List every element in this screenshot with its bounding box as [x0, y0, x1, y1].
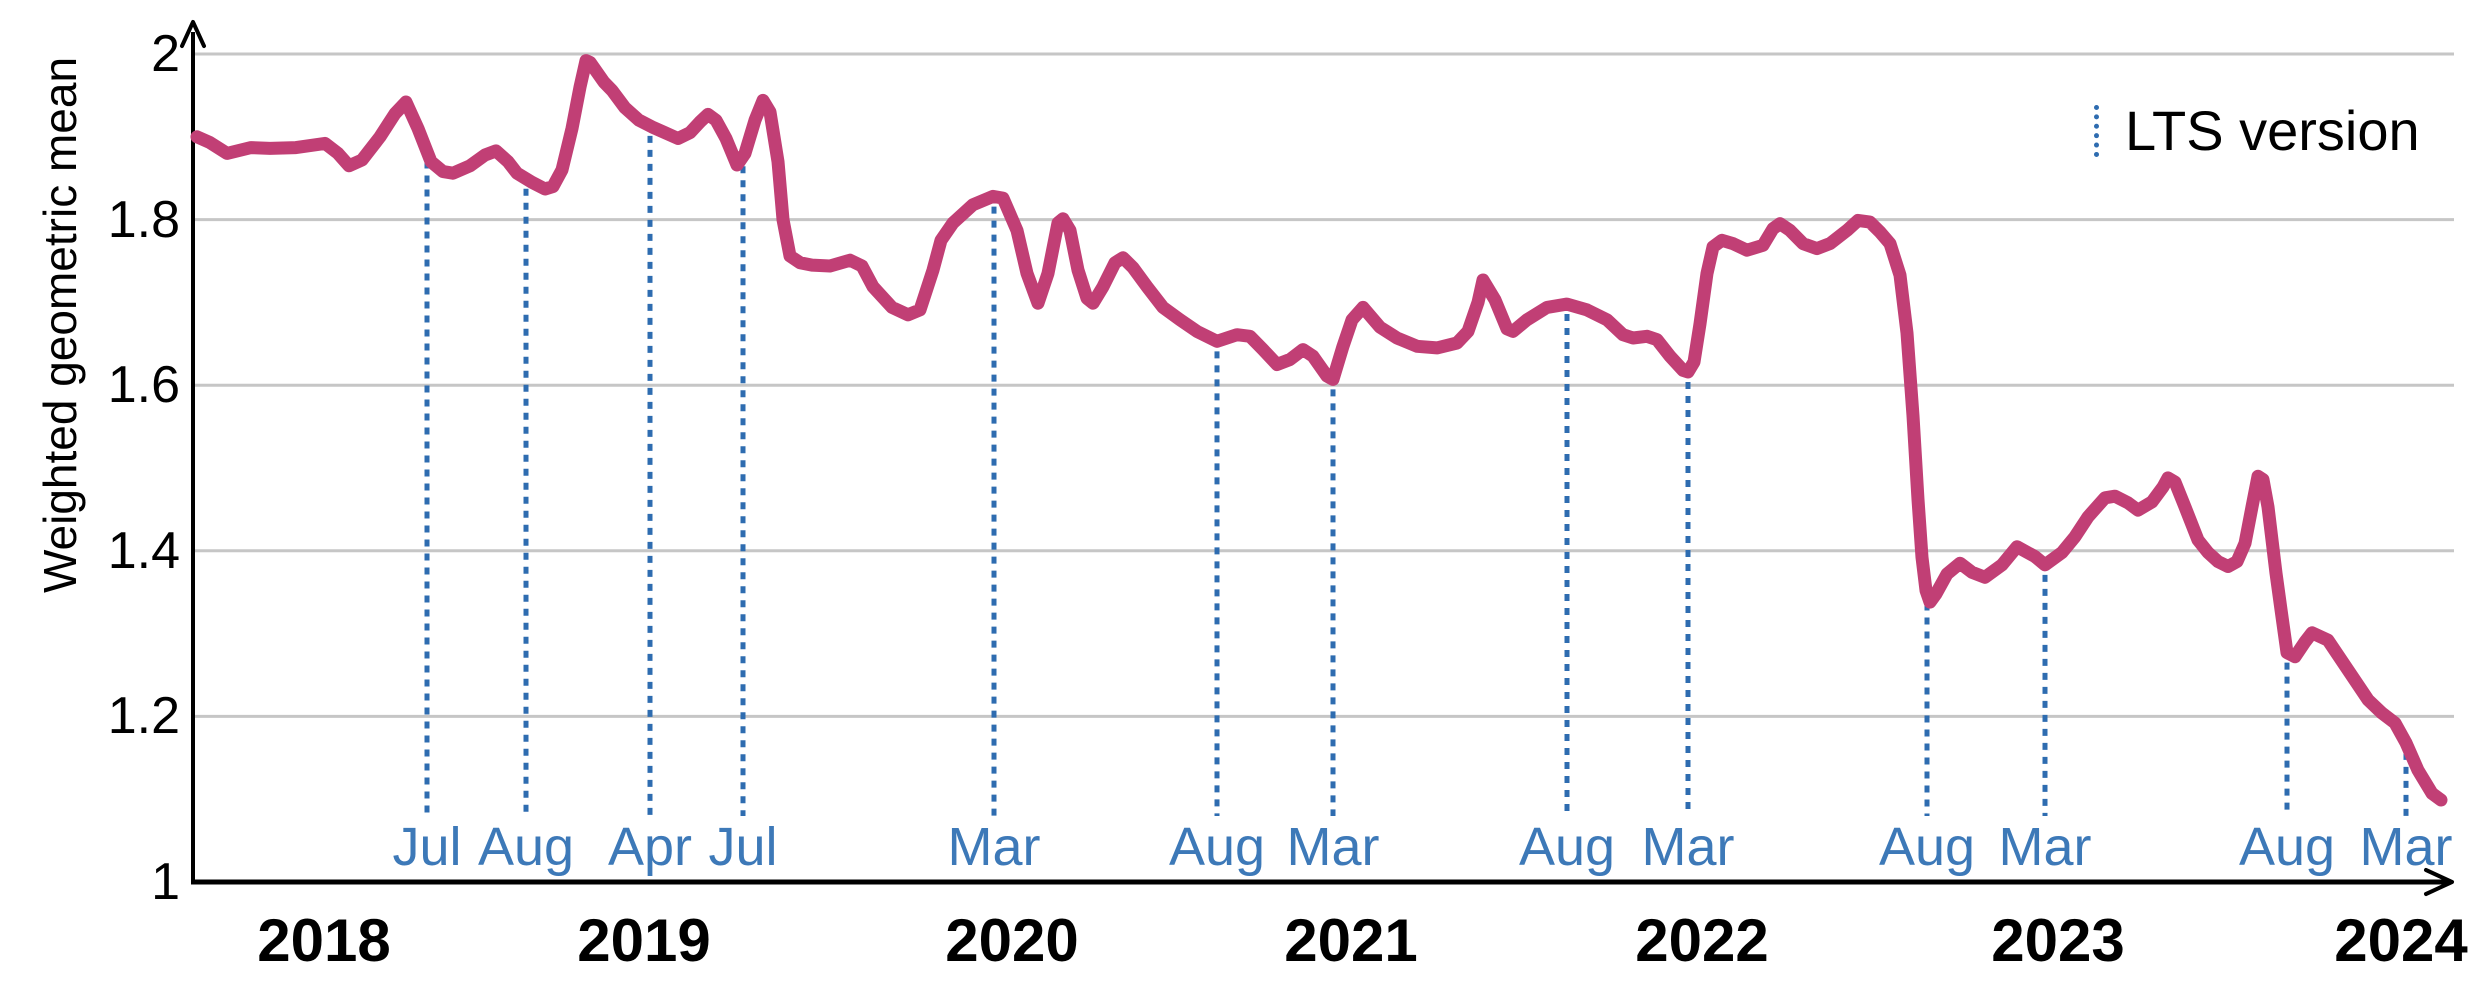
- lts-month-label: Jul: [708, 817, 778, 877]
- x-year-label: 2022: [1635, 907, 1769, 974]
- lts-month-label: Mar: [947, 817, 1041, 877]
- x-year-label: 2019: [577, 907, 711, 974]
- x-axis-arrowhead-icon: [2424, 868, 2454, 896]
- legend: LTS version: [2094, 98, 2420, 164]
- lts-dotted-line-icon: [2094, 105, 2099, 157]
- lts-month-label: Mar: [2359, 817, 2453, 877]
- x-year-label: 2024: [2334, 907, 2468, 974]
- x-year-label: 2021: [1284, 907, 1418, 974]
- legend-label: LTS version: [2125, 99, 2420, 162]
- lts-month-label: Mar: [1641, 817, 1735, 877]
- lts-month-label: Aug: [1518, 817, 1616, 877]
- lts-month-label: Mar: [1998, 817, 2092, 877]
- lts-month-label: Aug: [1878, 817, 1976, 877]
- y-tick-label: 1.4: [107, 521, 180, 580]
- y-tick-label: 2: [151, 25, 180, 83]
- lts-month-label: Jul: [392, 817, 462, 877]
- y-axis-arrowhead-icon: [180, 20, 206, 48]
- y-tick-label: 1.2: [107, 687, 180, 746]
- lts-month-label: Apr: [607, 817, 693, 877]
- lts-month-label: Mar: [1286, 817, 1380, 877]
- y-tick-label: 1: [151, 853, 180, 911]
- x-year-label: 2020: [945, 907, 1079, 974]
- y-tick-label: 1.6: [107, 356, 180, 415]
- x-year-label: 2023: [1991, 907, 2125, 974]
- lts-month-label: Aug: [2238, 817, 2336, 877]
- weighted-geometric-mean-line: [190, 54, 2448, 807]
- y-axis-title: Weighted geometric mean: [34, 56, 86, 594]
- x-year-label: 2018: [257, 907, 391, 974]
- lts-month-label: Aug: [1168, 817, 1266, 877]
- lts-month-label: Aug: [477, 817, 575, 877]
- y-tick-label: 1.8: [107, 190, 180, 249]
